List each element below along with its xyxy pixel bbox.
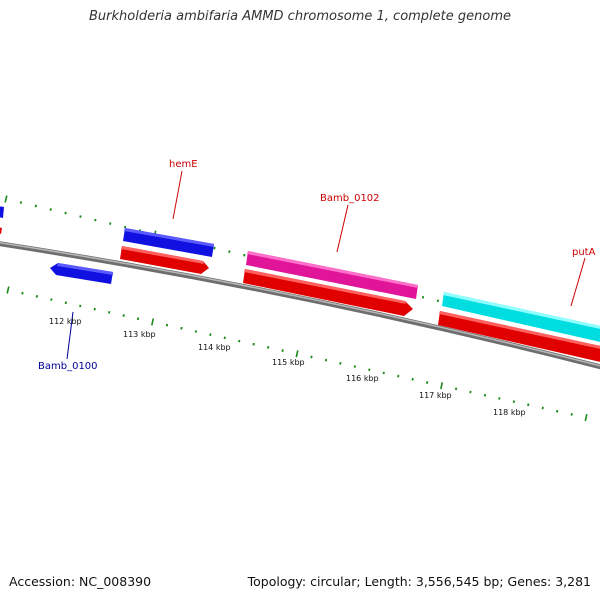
Bamb_0102-leader bbox=[336, 204, 349, 253]
gene-putA[interactable] bbox=[442, 292, 600, 343]
genome-backbone-highlight bbox=[0, 242, 600, 367]
lower-rail-minor-tick bbox=[527, 403, 530, 407]
lower-rail-minor-tick bbox=[570, 413, 573, 416]
upper-rail-minor-tick bbox=[34, 204, 37, 208]
gene-hemE-reverse-shade bbox=[121, 246, 204, 264]
lower-rail-minor-tick bbox=[180, 326, 183, 330]
gene-putA-reverse-shade bbox=[439, 311, 600, 349]
lower-rail-minor-tick bbox=[252, 342, 255, 346]
tick-label-116: 116 kbp bbox=[346, 374, 379, 383]
gene-Bamb_0100[interactable] bbox=[50, 263, 113, 284]
lower-rail-minor-tick bbox=[382, 371, 385, 375]
tick-label-113: 113 kbp bbox=[123, 330, 156, 339]
genome-stats-label: Topology: circular; Length: 3,556,545 bp… bbox=[247, 574, 591, 589]
upper-rail-minor-tick bbox=[436, 299, 440, 303]
lower-rail-minor-tick bbox=[93, 307, 96, 311]
lower-rail-major-tick bbox=[151, 318, 155, 326]
label-Bamb_0100[interactable]: Bamb_0100 bbox=[38, 361, 98, 372]
gene-Bamb_0100-shade bbox=[57, 263, 113, 275]
upper-rail-minor-tick bbox=[109, 222, 112, 225]
lower-rail-minor-tick bbox=[339, 361, 342, 365]
lower-rail-minor-tick bbox=[512, 400, 515, 403]
lower-rail-minor-tick bbox=[281, 349, 284, 353]
lower-rail-minor-tick bbox=[556, 409, 559, 413]
tick-label-117: 117 kbp bbox=[419, 391, 452, 400]
lower-rail-minor-tick bbox=[353, 365, 356, 368]
upper-rail-minor-tick bbox=[243, 253, 246, 257]
lower-rail-minor-tick bbox=[454, 387, 458, 391]
lower-rail-minor-tick bbox=[223, 336, 226, 340]
lower-rail-minor-tick bbox=[79, 304, 82, 308]
gene-hemE-forward[interactable] bbox=[123, 228, 214, 257]
upper-rail-minor-tick bbox=[94, 218, 97, 222]
accession-label: Accession: NC_008390 bbox=[9, 574, 152, 589]
gene-Bamb_0102-reverse[interactable] bbox=[243, 269, 413, 316]
upper-rail-major-tick bbox=[4, 195, 8, 203]
gene-Bamb_0102-shade bbox=[247, 251, 418, 288]
gene-putA-shade bbox=[443, 292, 600, 329]
lower-rail-minor-tick bbox=[324, 358, 328, 362]
upper-rail-minor-tick bbox=[124, 225, 127, 229]
gene-partial-left-blue[interactable] bbox=[0, 206, 4, 218]
lower-rail-minor-tick bbox=[21, 291, 24, 295]
lower-rail-minor-tick bbox=[238, 339, 241, 343]
lower-rail-minor-tick bbox=[267, 346, 270, 349]
lower-rail-minor-tick bbox=[136, 317, 140, 321]
lower-rail-minor-tick bbox=[411, 377, 414, 381]
lower-rail-minor-tick bbox=[498, 397, 501, 400]
tick-label-115: 115 kbp bbox=[272, 358, 305, 367]
lower-rail-minor-tick bbox=[368, 368, 371, 372]
lower-rail-minor-tick bbox=[483, 393, 487, 397]
upper-rail-minor-tick bbox=[64, 211, 67, 215]
upper-rail-minor-tick bbox=[19, 201, 23, 204]
lower-rail-major-tick bbox=[584, 414, 588, 422]
lower-rail-minor-tick bbox=[108, 311, 111, 314]
upper-rail-minor-tick bbox=[421, 295, 425, 299]
lower-rail-minor-tick bbox=[64, 301, 67, 305]
lower-rail-minor-tick bbox=[35, 294, 39, 298]
lower-rail-minor-tick bbox=[397, 374, 400, 378]
putA-leader bbox=[570, 257, 586, 307]
hemE-leader bbox=[172, 170, 183, 220]
gene-hemE-reverse[interactable] bbox=[120, 246, 209, 274]
gene-Bamb_0102-reverse-shade bbox=[244, 269, 406, 304]
lower-rail-minor-tick bbox=[541, 406, 544, 410]
lower-rail-minor-tick bbox=[310, 355, 313, 359]
gene-Bamb_0102[interactable] bbox=[246, 251, 418, 299]
label-hemE[interactable]: hemE bbox=[169, 159, 198, 170]
lower-rail-minor-tick bbox=[469, 390, 472, 394]
lower-tick-rail bbox=[6, 286, 588, 422]
label-Bamb_0102[interactable]: Bamb_0102 bbox=[320, 193, 380, 204]
gene-partial-left-red[interactable] bbox=[0, 227, 2, 234]
lower-rail-minor-tick bbox=[122, 314, 125, 317]
gene-hemE-forward-shade bbox=[124, 228, 214, 247]
lower-rail-major-tick bbox=[6, 286, 10, 294]
lower-rail-minor-tick bbox=[50, 298, 53, 301]
upper-rail-minor-tick bbox=[49, 208, 52, 211]
lower-rail-minor-tick bbox=[194, 330, 197, 333]
gene-putA-reverse[interactable] bbox=[438, 311, 600, 363]
upper-rail-minor-tick bbox=[213, 246, 216, 250]
map-title: Burkholderia ambifaria AMMD chromosome 1… bbox=[88, 9, 512, 24]
upper-rail-minor-tick bbox=[79, 215, 82, 218]
tick-label-112: 112 kbp bbox=[49, 317, 82, 326]
tick-label-114: 114 kbp bbox=[198, 343, 231, 352]
upper-rail-minor-tick bbox=[228, 250, 231, 254]
tick-label-118: 118 kbp bbox=[493, 408, 526, 417]
lower-rail-major-tick bbox=[295, 350, 299, 358]
Bamb_0100-leader bbox=[66, 311, 74, 360]
label-putA[interactable]: putA bbox=[572, 247, 596, 258]
lower-rail-minor-tick bbox=[426, 381, 429, 384]
lower-rail-minor-tick bbox=[165, 323, 169, 327]
lower-rail-major-tick bbox=[440, 382, 444, 390]
lower-rail-minor-tick bbox=[209, 333, 212, 336]
genome-backbone bbox=[0, 241, 600, 370]
